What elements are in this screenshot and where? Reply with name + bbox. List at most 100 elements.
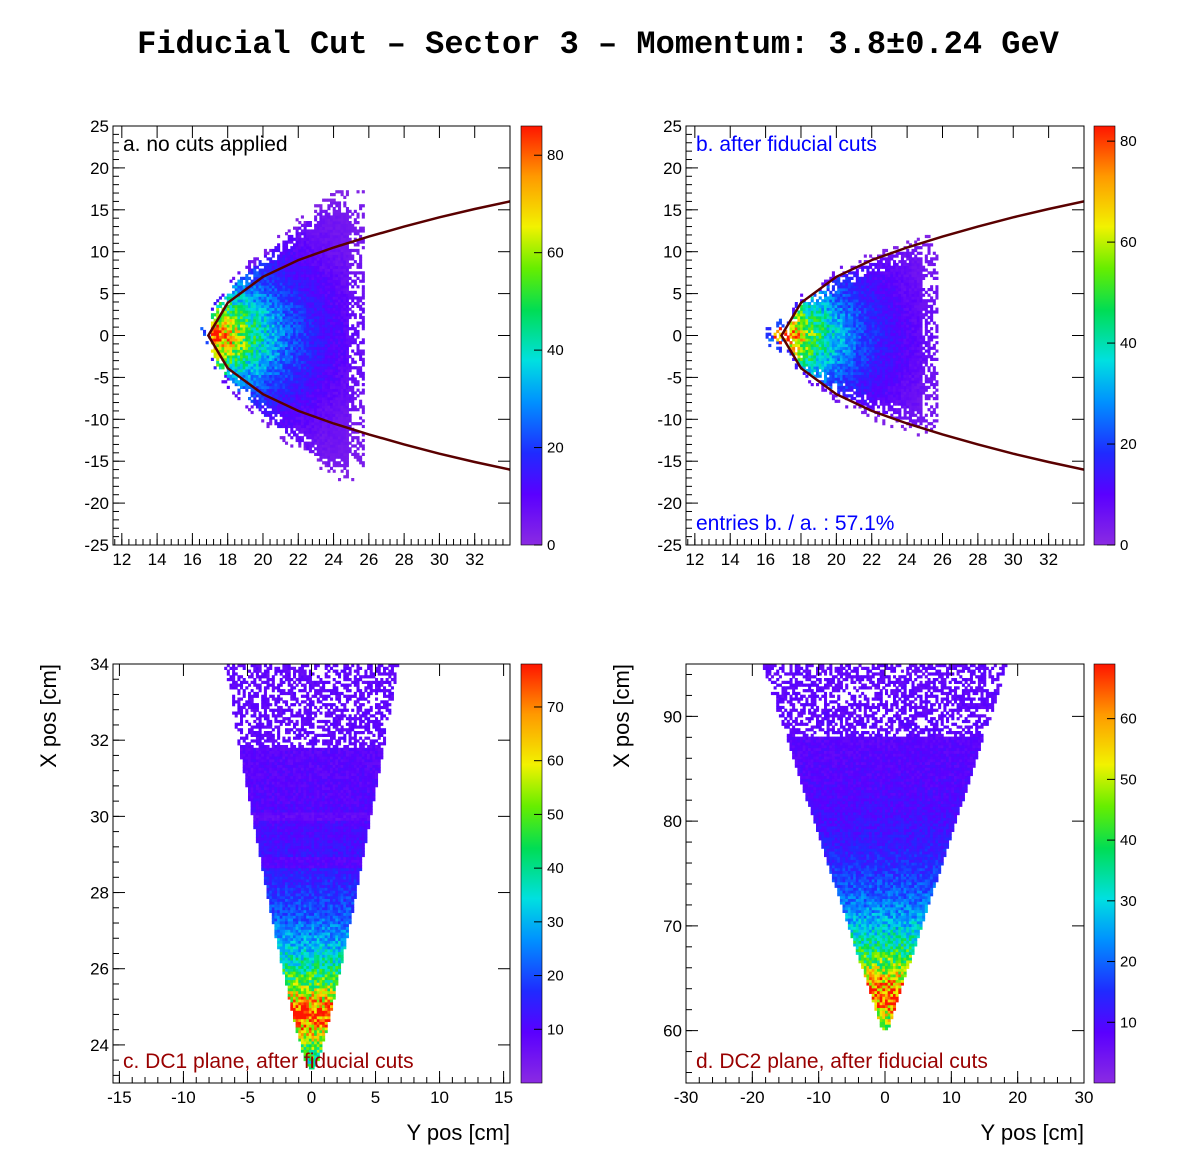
- heat-cell: [290, 271, 294, 275]
- heat-cell: [345, 288, 349, 292]
- heat-cell: [306, 232, 310, 236]
- heat-cell: [277, 321, 281, 325]
- heat-cell: [853, 349, 857, 353]
- heat-cell: [293, 430, 297, 434]
- heat-cell: [361, 410, 365, 415]
- heat-cell: [871, 363, 875, 367]
- heat-cell: [871, 408, 875, 412]
- heat-cell: [845, 355, 849, 359]
- heat-cell: [343, 441, 347, 445]
- heat-cell: [258, 402, 262, 406]
- heat-cell: [319, 262, 323, 267]
- heat-cell: [287, 408, 291, 412]
- heat-cell: [300, 352, 304, 356]
- heat-cell: [847, 352, 851, 356]
- heat-cell: [824, 349, 828, 353]
- heat-cell: [797, 360, 801, 364]
- heat-cell: [853, 341, 857, 345]
- heat-cell: [340, 282, 344, 286]
- heat-cell: [338, 274, 342, 278]
- heat-cell: [274, 352, 278, 356]
- heat-cell: [271, 315, 275, 320]
- heat-cell: [295, 383, 299, 387]
- heat-cell: [269, 265, 273, 269]
- heat-cell: [338, 279, 342, 283]
- heat-cell: [789, 343, 793, 348]
- heat-cell: [330, 391, 334, 395]
- heat-cell: [298, 424, 302, 429]
- heat-cell: [303, 276, 307, 280]
- heat-cell: [818, 366, 822, 370]
- heat-cell: [343, 380, 347, 384]
- heat-cell: [845, 310, 849, 314]
- heat-cell: [813, 357, 817, 361]
- heat-cell: [287, 310, 291, 314]
- heat-cell: [855, 388, 859, 392]
- heat-cell: [330, 293, 334, 297]
- heat-cell: [343, 394, 347, 398]
- heat-cell: [359, 260, 363, 264]
- heat-cell: [855, 366, 859, 370]
- heat-cell: [863, 346, 867, 350]
- heat-cell: [245, 274, 249, 278]
- heat-cell: [261, 313, 265, 317]
- heat-cell: [359, 405, 363, 409]
- heat-cell: [332, 461, 336, 465]
- heat-cell: [816, 374, 820, 378]
- heat-cell: [224, 352, 228, 356]
- heat-cell: [340, 215, 344, 219]
- heat-cell: [330, 237, 334, 241]
- heat-cell: [831, 355, 835, 359]
- heat-cell: [343, 363, 347, 367]
- heat-cell: [295, 363, 299, 367]
- heat-cell: [330, 397, 334, 401]
- heat-cell: [266, 391, 270, 395]
- heat-cell: [821, 321, 825, 325]
- heat-cell: [324, 447, 328, 451]
- heat-cell: [784, 338, 788, 342]
- heat-cell: [861, 307, 865, 311]
- heat-cell: [316, 427, 320, 431]
- heat-cell: [314, 391, 318, 395]
- heat-cell: [332, 391, 336, 395]
- heat-cell: [295, 310, 299, 314]
- heat-cell: [834, 313, 838, 317]
- heat-cell: [314, 285, 318, 289]
- heat-cell: [316, 315, 320, 320]
- heat-cell: [232, 302, 236, 306]
- heat-cell: [258, 371, 262, 375]
- heat-cell: [340, 290, 344, 294]
- heat-cell: [263, 360, 267, 364]
- heat-cell: [858, 357, 862, 361]
- heat-cell: [258, 302, 262, 306]
- heat-cell: [250, 405, 254, 409]
- heat-cell: [345, 371, 349, 375]
- heat-cell: [271, 369, 275, 373]
- heat-cell: [295, 318, 299, 322]
- heat-cell: [361, 461, 365, 465]
- heat-cell: [295, 369, 299, 373]
- heat-cell: [300, 327, 304, 331]
- heat-cell: [345, 299, 349, 303]
- heat-cell: [871, 324, 875, 328]
- heat-cell: [255, 304, 259, 308]
- heat-cell: [274, 318, 278, 322]
- heat-cell: [285, 430, 289, 434]
- heat-cell: [303, 416, 307, 420]
- heat-cell: [261, 369, 265, 373]
- heat-cell: [255, 385, 259, 389]
- heat-cell: [274, 355, 278, 359]
- heat-cell: [327, 288, 331, 292]
- heat-cell: [306, 299, 310, 303]
- heat-cell: [338, 285, 342, 289]
- heat-cell: [295, 374, 299, 378]
- heat-cell: [250, 293, 254, 297]
- heat-cell: [322, 276, 326, 280]
- heat-cell: [316, 257, 320, 261]
- heat-cell: [847, 341, 851, 345]
- heat-cell: [240, 343, 244, 348]
- heat-cell: [324, 391, 328, 395]
- heat-cell: [221, 341, 225, 345]
- heat-cell: [839, 346, 843, 350]
- heat-cell: [837, 369, 841, 373]
